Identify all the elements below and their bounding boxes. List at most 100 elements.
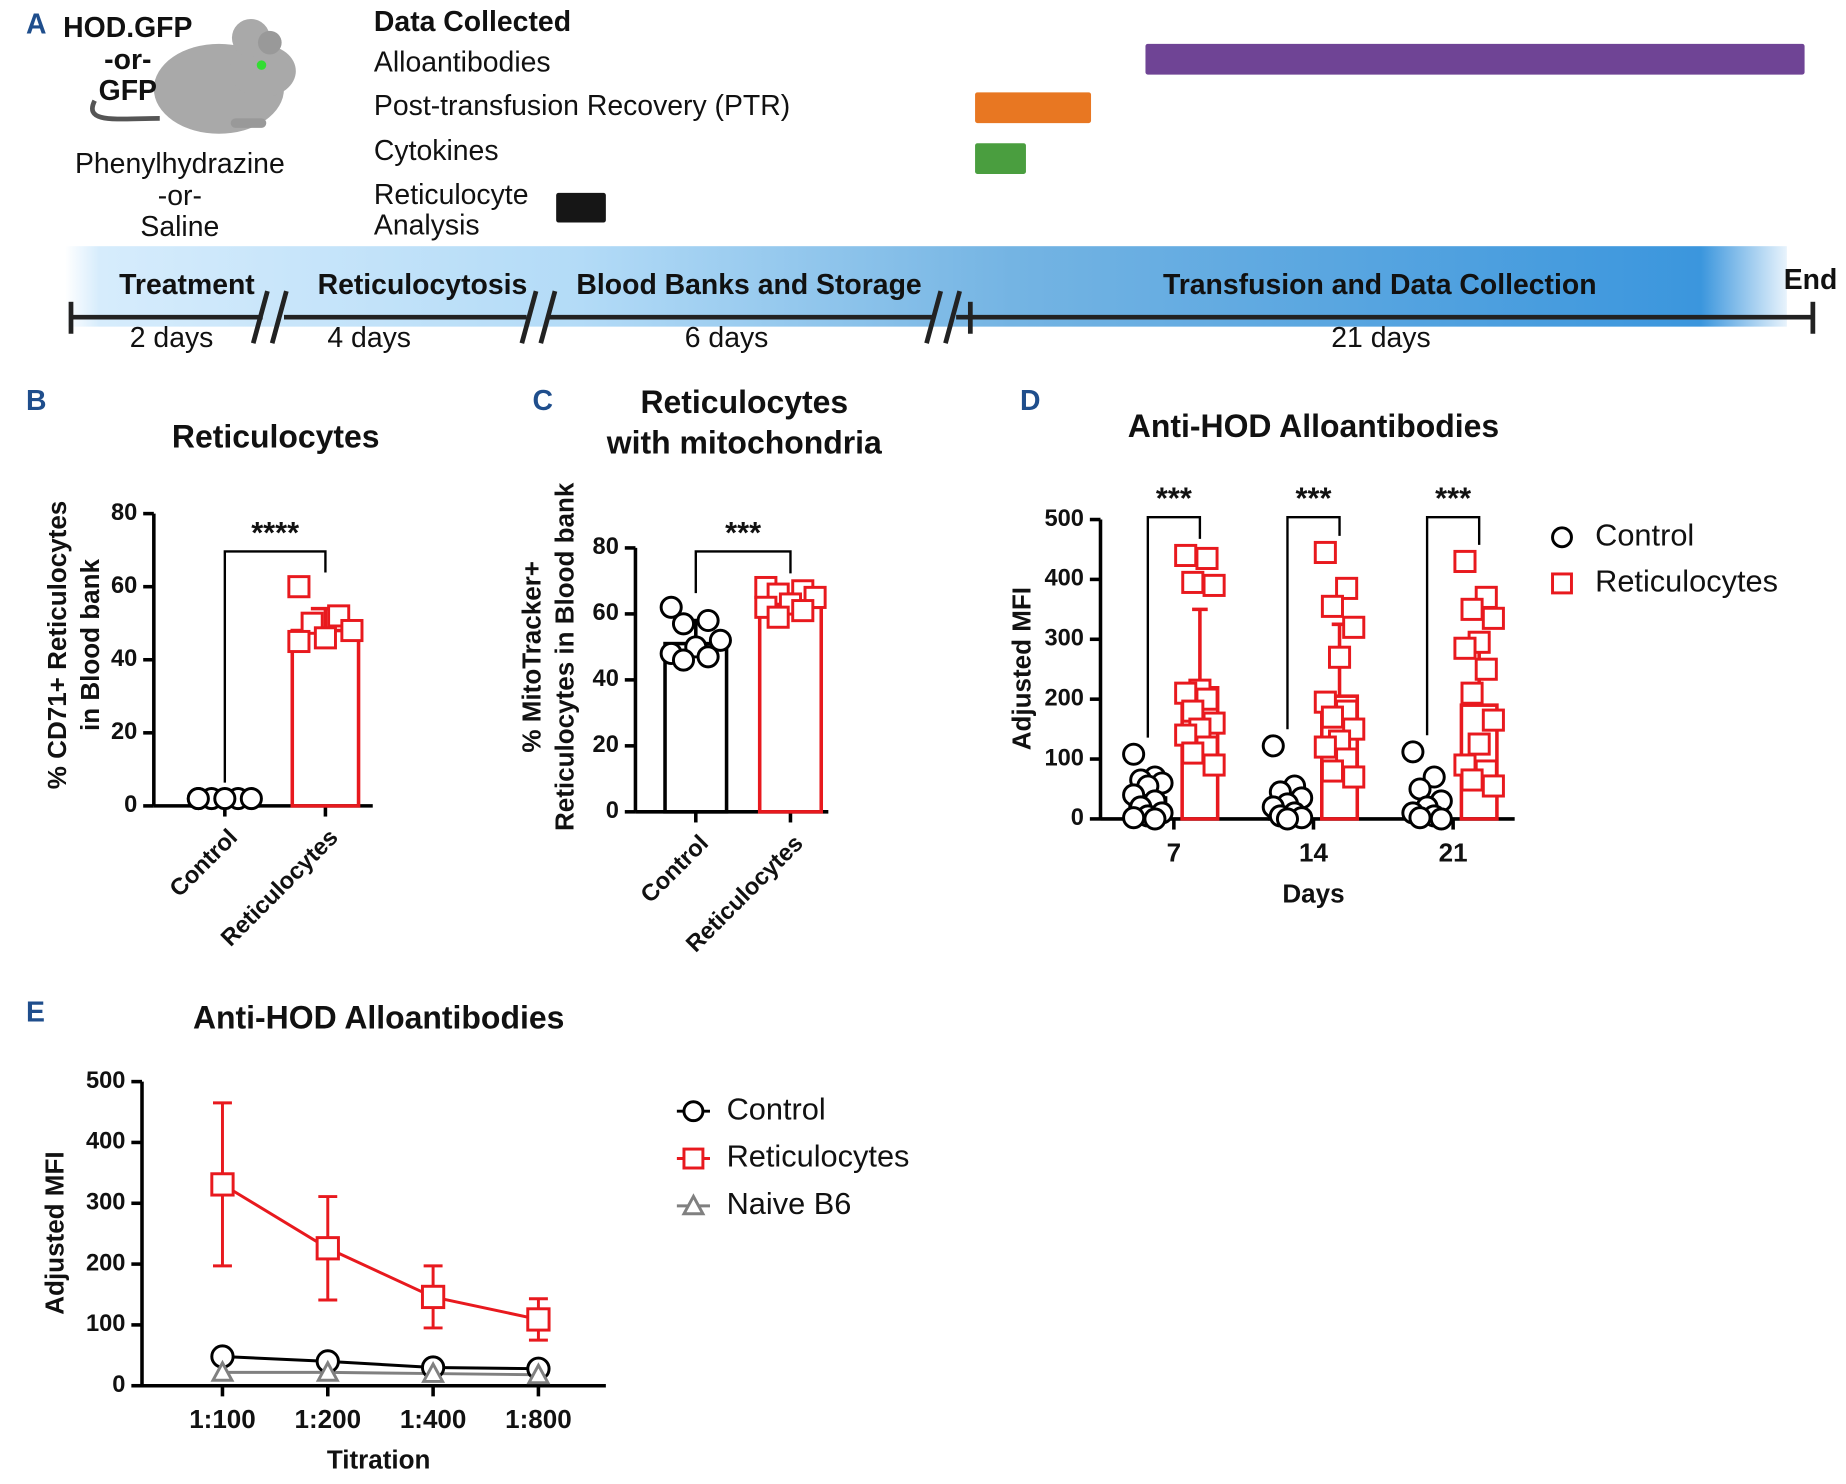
y-tick-label: 60 <box>111 573 137 599</box>
data-point <box>1143 807 1167 831</box>
data-point <box>1122 806 1146 830</box>
data-point <box>1261 734 1285 758</box>
data-point <box>287 575 311 599</box>
panel-label: A <box>26 9 46 41</box>
y-axis-label: % CD71+ Reticulocytes <box>42 501 72 789</box>
data-point <box>1460 597 1484 621</box>
y-tick-label: 300 <box>86 1190 125 1216</box>
legend-marker <box>1551 572 1573 595</box>
data-point <box>340 618 364 643</box>
y-tick-label: 80 <box>593 534 619 560</box>
y-tick-label: 400 <box>86 1129 125 1155</box>
y-tick-label: 200 <box>86 1250 125 1276</box>
data-point <box>696 608 720 633</box>
data-point <box>1320 594 1344 618</box>
chart-title: Reticulocytes <box>640 384 848 420</box>
y-tick-label: 20 <box>111 719 137 745</box>
legend-label: Reticulocytes <box>1595 564 1778 599</box>
x-axis-label: Days <box>1282 879 1344 909</box>
data-point <box>1474 657 1498 681</box>
phase-name: Reticulocytosis <box>318 269 528 301</box>
y-tick-label: 40 <box>111 646 137 672</box>
y-tick-label: 500 <box>1044 506 1083 532</box>
data-point <box>1313 735 1337 759</box>
data-point <box>1460 768 1484 792</box>
data-point <box>1429 807 1453 831</box>
data-collected-title: Data Collected <box>374 6 571 38</box>
chart-title: with mitochondria <box>606 424 882 460</box>
chart-title: Reticulocytes <box>172 419 380 455</box>
y-tick-label: 60 <box>593 600 619 626</box>
y-axis-label: in Blood bank <box>75 558 105 731</box>
data-point <box>659 595 683 619</box>
treatment-label: Phenylhydrazine <box>75 148 285 180</box>
y-tick-label: 0 <box>606 798 619 824</box>
legend-marker <box>682 1100 705 1123</box>
data-point <box>1122 742 1146 766</box>
data-point <box>1195 546 1219 570</box>
series-line <box>222 1370 539 1377</box>
data-point <box>313 626 337 650</box>
timeline-end: End <box>1784 264 1838 296</box>
timeline-break <box>538 290 558 344</box>
data-point <box>1202 753 1226 777</box>
significance-label: *** <box>1296 481 1332 516</box>
x-tick-label: 21 <box>1439 837 1468 867</box>
data-item-label: Analysis <box>374 210 480 242</box>
x-tick-label: Control <box>165 825 243 903</box>
panel-label: C <box>533 385 554 417</box>
data-point <box>1202 573 1226 597</box>
phase-duration: 4 days <box>327 322 411 354</box>
data-point <box>213 787 237 811</box>
data-point <box>1453 549 1477 573</box>
data-point <box>315 1359 340 1382</box>
timeline-break <box>924 290 944 344</box>
y-tick-label: 0 <box>1071 805 1084 831</box>
data-point <box>1467 732 1491 756</box>
data-point <box>210 1359 235 1382</box>
phase-name: Treatment <box>119 269 255 301</box>
bar <box>663 641 729 814</box>
panel-label: D <box>1020 385 1041 417</box>
panel-label: E <box>26 997 45 1029</box>
y-tick-label: 100 <box>86 1311 125 1337</box>
y-tick-label: 400 <box>1044 566 1083 592</box>
data-point <box>766 605 790 629</box>
y-axis-label: Reticulocytes in Blood bank <box>550 482 580 831</box>
legend-label: Control <box>727 1091 826 1126</box>
data-point <box>1335 576 1359 600</box>
legend-marker <box>681 1193 706 1216</box>
phase-duration: 2 days <box>130 322 214 354</box>
data-point <box>1313 540 1337 565</box>
data-period-bar <box>1145 43 1805 75</box>
data-point <box>1181 741 1205 765</box>
data-point <box>671 612 696 636</box>
data-point <box>526 1362 551 1385</box>
mouse-icon <box>90 18 296 134</box>
mouse-label: HOD.GFP <box>63 12 192 44</box>
data-point <box>526 1307 551 1332</box>
x-tick-label: Control <box>636 830 714 908</box>
data-point <box>1481 708 1505 732</box>
data-point <box>1174 543 1198 567</box>
timeline-break <box>250 290 270 344</box>
y-tick-label: 80 <box>111 500 137 526</box>
panel-label: B <box>26 385 46 417</box>
treatment-label: Saline <box>140 211 219 243</box>
data-point <box>671 648 696 672</box>
bar <box>757 605 824 814</box>
data-point <box>1481 606 1505 630</box>
data-point <box>420 1284 446 1310</box>
x-tick-label: 7 <box>1167 837 1181 867</box>
x-tick-label: 14 <box>1299 837 1328 867</box>
y-tick-label: 200 <box>1044 685 1083 711</box>
phase-duration: 6 days <box>685 322 769 354</box>
data-point <box>287 629 311 654</box>
y-tick-label: 20 <box>593 732 619 758</box>
data-point <box>421 1361 446 1383</box>
data-point <box>1181 570 1205 594</box>
y-tick-label: 40 <box>593 666 619 692</box>
series-line <box>221 1183 539 1321</box>
